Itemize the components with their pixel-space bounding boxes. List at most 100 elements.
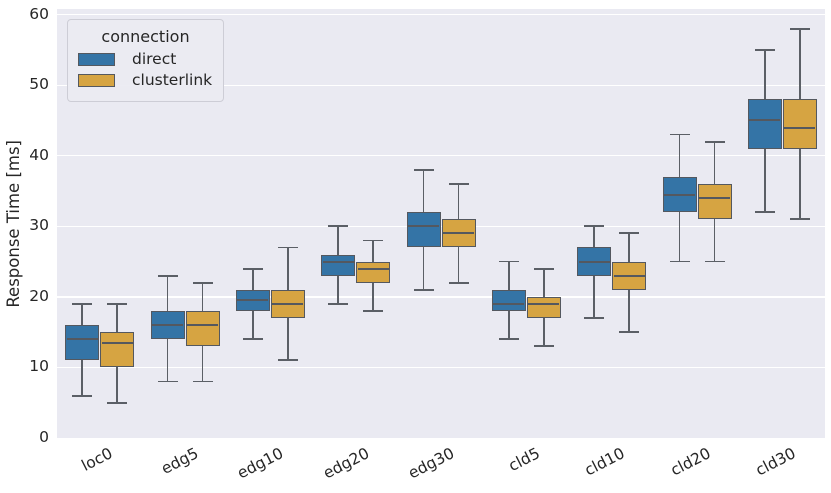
gridline bbox=[57, 225, 825, 227]
whisker-cap-high-direct-edg20 bbox=[328, 225, 349, 228]
whisker-cap-low-direct-edg30 bbox=[413, 288, 434, 291]
whisker-upper-direct-cld30 bbox=[763, 49, 766, 100]
box-direct-edg30 bbox=[406, 212, 441, 248]
box-clusterlink-edg20 bbox=[356, 261, 391, 283]
y-tick-label: 30 bbox=[29, 216, 49, 235]
whisker-upper-clusterlink-edg20 bbox=[372, 240, 375, 262]
whisker-cap-low-direct-cld5 bbox=[498, 338, 519, 341]
median-direct-edg30 bbox=[408, 225, 439, 228]
median-clusterlink-edg30 bbox=[443, 232, 474, 235]
whisker-upper-clusterlink-edg10 bbox=[286, 247, 289, 290]
whisker-cap-high-clusterlink-cld30 bbox=[789, 27, 810, 30]
whisker-cap-high-clusterlink-cld10 bbox=[619, 232, 640, 235]
median-direct-cld5 bbox=[493, 302, 525, 305]
median-direct-cld20 bbox=[664, 193, 695, 196]
median-direct-cld30 bbox=[749, 119, 781, 122]
median-direct-edg5 bbox=[152, 324, 183, 327]
x-tick-label: cld5 bbox=[505, 444, 543, 476]
median-direct-cld10 bbox=[578, 260, 610, 263]
whisker-cap-high-direct-edg10 bbox=[242, 267, 263, 270]
whisker-upper-clusterlink-edg5 bbox=[201, 282, 204, 311]
box-clusterlink-loc0 bbox=[100, 332, 135, 368]
box-clusterlink-cld30 bbox=[782, 99, 817, 149]
box-clusterlink-edg5 bbox=[185, 310, 220, 347]
whisker-lower-clusterlink-edg5 bbox=[201, 346, 204, 382]
median-clusterlink-cld5 bbox=[528, 302, 560, 305]
whisker-lower-direct-cld30 bbox=[763, 148, 766, 213]
whisker-cap-low-clusterlink-cld30 bbox=[789, 218, 810, 221]
whisker-cap-high-direct-loc0 bbox=[72, 303, 93, 305]
whisker-cap-high-clusterlink-loc0 bbox=[107, 303, 128, 305]
median-direct-edg10 bbox=[237, 299, 269, 302]
y-tick-label: 60 bbox=[29, 4, 49, 23]
whisker-cap-high-direct-cld10 bbox=[584, 225, 605, 228]
whisker-cap-high-clusterlink-cld20 bbox=[704, 140, 725, 143]
whisker-upper-direct-cld5 bbox=[507, 261, 510, 290]
whisker-upper-direct-cld10 bbox=[593, 226, 596, 248]
whisker-upper-direct-edg5 bbox=[166, 275, 169, 311]
whisker-upper-clusterlink-cld30 bbox=[798, 28, 801, 100]
whisker-upper-direct-edg10 bbox=[251, 268, 254, 290]
whisker-cap-low-clusterlink-edg20 bbox=[363, 310, 384, 312]
median-clusterlink-edg20 bbox=[357, 267, 389, 270]
whisker-lower-clusterlink-cld20 bbox=[713, 219, 716, 262]
direct-color-swatch bbox=[78, 53, 115, 67]
whisker-cap-high-direct-cld5 bbox=[498, 260, 519, 263]
whisker-lower-direct-cld5 bbox=[507, 310, 510, 340]
whisker-upper-direct-edg20 bbox=[337, 226, 340, 255]
x-tick-label: cld20 bbox=[667, 444, 714, 480]
whisker-lower-clusterlink-cld10 bbox=[628, 289, 631, 333]
whisker-cap-low-direct-cld20 bbox=[669, 260, 690, 263]
whisker-upper-clusterlink-cld5 bbox=[542, 268, 545, 297]
gridline bbox=[57, 296, 825, 298]
whisker-cap-high-direct-cld30 bbox=[754, 49, 775, 51]
whisker-lower-clusterlink-loc0 bbox=[116, 367, 119, 403]
whisker-cap-high-clusterlink-edg5 bbox=[192, 281, 213, 284]
whisker-upper-clusterlink-edg30 bbox=[457, 183, 460, 220]
median-clusterlink-cld30 bbox=[784, 126, 816, 129]
whisker-cap-high-direct-cld20 bbox=[669, 133, 690, 136]
x-tick-label: loc0 bbox=[79, 444, 116, 475]
legend-label: direct bbox=[132, 50, 177, 68]
x-tick-label: edg10 bbox=[234, 444, 287, 483]
whisker-upper-direct-cld20 bbox=[678, 134, 681, 177]
median-clusterlink-edg10 bbox=[272, 302, 304, 305]
whisker-cap-low-direct-edg5 bbox=[157, 380, 178, 383]
whisker-lower-direct-edg5 bbox=[166, 339, 169, 382]
whisker-cap-high-direct-edg5 bbox=[157, 274, 178, 277]
median-direct-loc0 bbox=[66, 338, 98, 341]
whisker-cap-high-clusterlink-edg20 bbox=[363, 239, 384, 242]
whisker-upper-clusterlink-cld10 bbox=[628, 233, 631, 262]
gridline bbox=[57, 366, 825, 369]
median-direct-edg20 bbox=[322, 260, 354, 263]
whisker-upper-direct-loc0 bbox=[81, 303, 84, 326]
whisker-cap-high-clusterlink-cld5 bbox=[533, 267, 554, 270]
y-tick-label: 40 bbox=[29, 145, 49, 164]
whisker-lower-clusterlink-edg20 bbox=[372, 282, 375, 311]
x-tick-label: cld10 bbox=[581, 444, 628, 480]
box-clusterlink-cld20 bbox=[697, 183, 732, 220]
legend-title: connection bbox=[101, 27, 190, 46]
gridline bbox=[57, 13, 825, 16]
legend-item-clusterlink: clusterlink bbox=[78, 72, 213, 89]
whisker-upper-clusterlink-loc0 bbox=[116, 303, 119, 333]
x-tick-label: edg30 bbox=[405, 444, 458, 483]
clusterlink-color-swatch bbox=[78, 73, 115, 87]
whisker-lower-clusterlink-edg10 bbox=[286, 318, 289, 361]
whisker-lower-direct-edg20 bbox=[337, 275, 340, 304]
whisker-cap-low-direct-loc0 bbox=[72, 394, 93, 397]
whisker-cap-low-direct-cld30 bbox=[754, 211, 775, 214]
whisker-lower-clusterlink-cld5 bbox=[542, 318, 545, 347]
whisker-cap-low-clusterlink-cld20 bbox=[704, 260, 725, 263]
median-clusterlink-cld10 bbox=[613, 274, 645, 277]
x-tick-label: edg20 bbox=[320, 444, 372, 483]
legend-item-direct: direct bbox=[78, 50, 213, 68]
whisker-upper-direct-edg30 bbox=[422, 169, 425, 213]
whisker-lower-clusterlink-cld30 bbox=[798, 148, 801, 220]
whisker-upper-clusterlink-cld20 bbox=[713, 141, 716, 184]
whisker-cap-high-direct-edg30 bbox=[413, 168, 434, 171]
x-tick-label: cld30 bbox=[752, 444, 799, 480]
gridline bbox=[57, 155, 825, 157]
whisker-cap-high-clusterlink-edg30 bbox=[448, 183, 469, 185]
